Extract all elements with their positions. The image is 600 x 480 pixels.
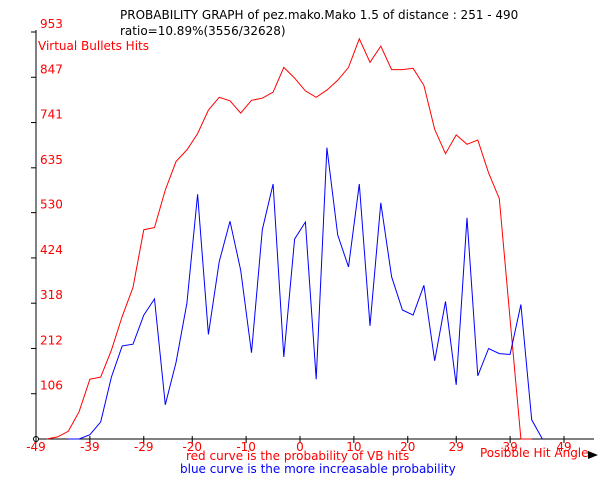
x-tick-label: 49 xyxy=(556,440,571,454)
chart-title: PROBABILITY GRAPH of pez.mako.Mako 1.5 o… xyxy=(120,8,518,22)
x-tick-label: -29 xyxy=(134,440,154,454)
y-tick-label: 530 xyxy=(40,198,63,212)
y-tick-label: 953 xyxy=(40,17,63,31)
x-axis-label: Posibble Hit Angle xyxy=(480,446,589,460)
x-tick-label: 0 xyxy=(296,440,304,454)
y-tick-label: 424 xyxy=(40,243,63,257)
red-vb-hits-curve xyxy=(46,37,532,440)
x-tick-label: -10 xyxy=(236,440,256,454)
y-tick-label: 212 xyxy=(40,333,63,347)
y-tick-label: 635 xyxy=(40,153,63,167)
x-tick-label: -49 xyxy=(26,440,46,454)
x-tick-label: -20 xyxy=(182,440,202,454)
x-tick-label: 20 xyxy=(400,440,415,454)
blue-increasable-probability-curve xyxy=(68,147,543,440)
y-tick-label: 847 xyxy=(40,62,63,76)
y-axis-label: Virtual Bullets Hits xyxy=(38,39,149,53)
x-tick-label: 10 xyxy=(346,440,361,454)
x-tick-label: 29 xyxy=(449,440,464,454)
x-tick-label: -39 xyxy=(80,440,100,454)
y-tick-label: 318 xyxy=(40,288,63,302)
chart-subtitle: ratio=10.89%(3556/32628) xyxy=(120,24,286,38)
x-tick-label: 39 xyxy=(502,440,517,454)
red-curve-note: red curve is the probability of VB hits xyxy=(186,449,409,463)
x-axis-arrow-icon xyxy=(588,451,598,459)
y-tick-label: 106 xyxy=(40,379,63,393)
y-tick-label: 741 xyxy=(40,108,63,122)
blue-curve-note: blue curve is the more increasable proba… xyxy=(180,462,456,476)
